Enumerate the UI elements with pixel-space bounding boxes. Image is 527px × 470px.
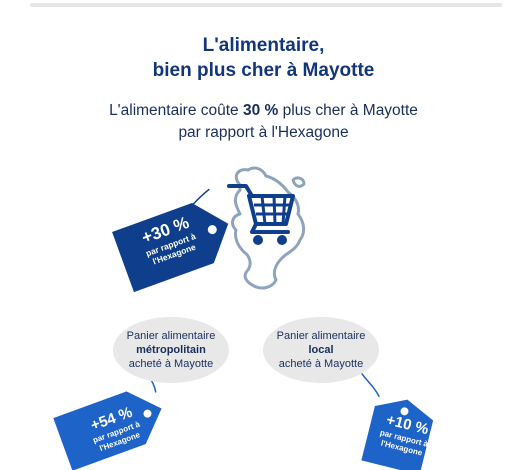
bubble-metropolitan-basket: Panier alimentaire métropolitain acheté …	[113, 317, 229, 383]
shopping-cart-icon	[227, 184, 295, 245]
price-tag-icon	[112, 188, 229, 293]
title-line-2: bien plus cher à Mayotte	[152, 60, 375, 81]
intro-highlight-percent: 30 %	[243, 102, 279, 119]
bubble-line-2: métropolitain	[136, 344, 206, 356]
intro-line-1-end: plus cher à Mayotte	[278, 102, 418, 119]
bubble-line-1: Panier alimentaire	[276, 330, 366, 342]
bubble-local-basket: Panier alimentaire local acheté à Mayott…	[263, 317, 379, 383]
intro-text: L'alimentaire coûte 30 % plus cher à May…	[0, 100, 527, 144]
price-tag-icon	[358, 368, 434, 470]
top-divider	[30, 3, 502, 7]
bubble-line-3: acheté à Mayotte	[128, 358, 214, 370]
intro-line-1-start: L'alimentaire coûte	[109, 102, 243, 119]
bubble-line-1: Panier alimentaire	[126, 330, 216, 342]
intro-line-2: par rapport à l'Hexagone	[178, 124, 349, 141]
title-line-1: L'alimentaire,	[202, 35, 325, 56]
bubble-line-2: local	[308, 344, 334, 356]
page-title: L'alimentaire, bien plus cher à Mayotte	[0, 33, 527, 83]
bubble-line-3: acheté à Mayotte	[278, 358, 364, 370]
intro-line-1: L'alimentaire coûte 30 % plus cher à May…	[0, 100, 527, 122]
